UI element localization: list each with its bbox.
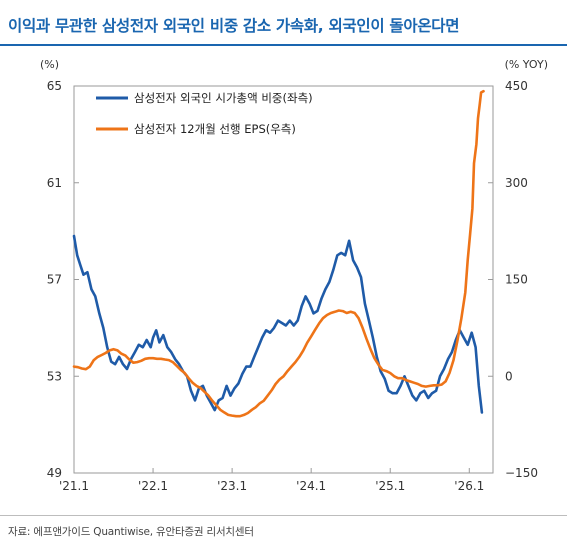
right-tick-label: 0: [505, 369, 513, 383]
left-tick-label: 65: [47, 79, 62, 93]
right-axis-unit: (% YOY): [505, 58, 548, 71]
right-tick-label: 150: [505, 273, 528, 287]
right-tick-label: −150: [505, 466, 538, 480]
right-axis-ticks: 450 300 150 0 −150: [488, 79, 538, 480]
footer-divider: [0, 515, 567, 516]
series-line-forward-eps: [72, 89, 485, 418]
left-axis-ticks: 65 61 57 53 49: [47, 79, 79, 480]
x-tick-label: '21.1: [59, 479, 89, 493]
x-tick-label: '23.1: [217, 479, 247, 493]
left-axis-unit: (%): [40, 58, 59, 71]
x-tick-label: '24.1: [296, 479, 326, 493]
series-lines: [72, 89, 485, 418]
chart-legend: 삼성전자 외국인 시가총액 비중(좌측) 삼성전자 12개월 선행 EPS(우측): [96, 91, 313, 136]
legend-label-forward-eps: 삼성전자 12개월 선행 EPS(우측): [134, 122, 296, 136]
plot-frame: [73, 85, 494, 474]
right-tick-label: 450: [505, 79, 528, 93]
page-title: 이익과 무관한 삼성전자 외국인 비중 감소 가속화, 외국인이 돌아온다면: [8, 17, 460, 35]
series-line-foreign-ownership: [72, 234, 484, 414]
left-tick-label: 53: [47, 369, 62, 383]
left-tick-label: 49: [47, 466, 62, 480]
right-tick-label: 300: [505, 176, 528, 190]
x-tick-label: '25.1: [375, 479, 405, 493]
x-axis-ticks: '21.1 '22.1 '23.1 '24.1 '25.1 '26.1: [59, 468, 484, 493]
left-tick-label: 61: [47, 176, 62, 190]
title-divider: [0, 44, 567, 46]
x-tick-label: '22.1: [138, 479, 168, 493]
legend-label-foreign-ownership: 삼성전자 외국인 시가총액 비중(좌측): [134, 91, 313, 105]
left-tick-label: 57: [47, 273, 62, 287]
x-tick-label: '26.1: [454, 479, 484, 493]
source-note: 자료: 에프앤가이드 Quantiwise, 유안타증권 리서치센터: [8, 526, 254, 538]
line-chart: 65 61 57 53 49 450 300 150 0 −150 '21.1 '22.1 '23.…: [40, 58, 548, 493]
